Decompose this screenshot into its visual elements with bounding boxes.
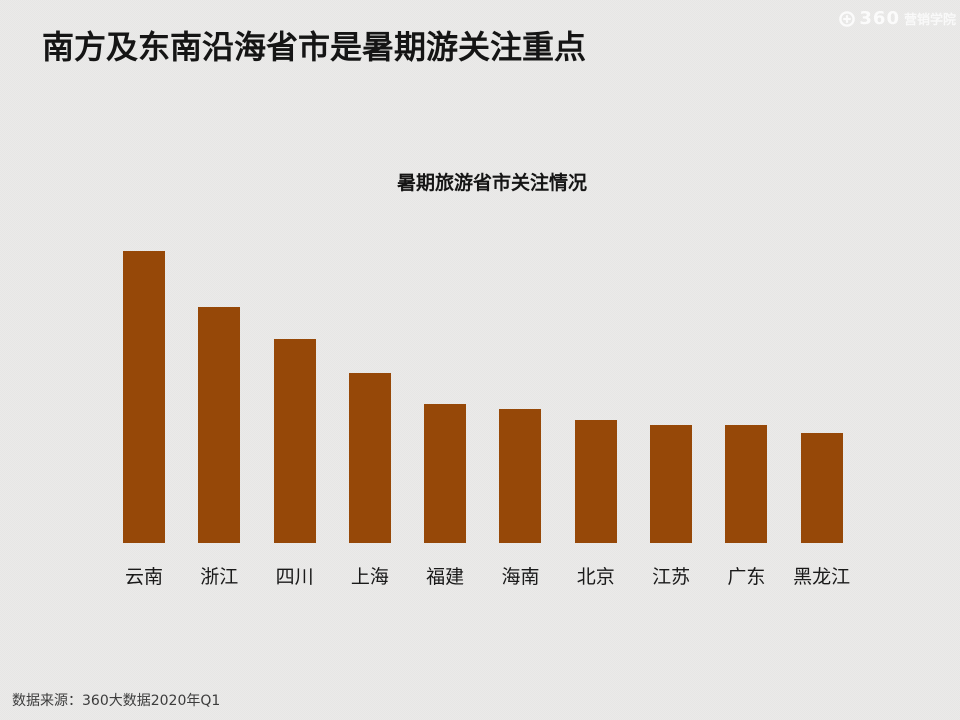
bar-cell: 福建 bbox=[424, 404, 467, 588]
bar bbox=[123, 251, 165, 543]
bar-cell: 北京 bbox=[574, 420, 617, 588]
bar bbox=[650, 425, 693, 543]
bar-label: 北京 bbox=[576, 566, 615, 588]
bar bbox=[499, 409, 542, 543]
bar bbox=[348, 373, 391, 543]
bar-label: 福建 bbox=[426, 566, 465, 588]
bar-cell: 黑龙江 bbox=[793, 433, 850, 588]
bar-cell: 上海 bbox=[348, 373, 391, 588]
bar bbox=[198, 307, 241, 543]
bar bbox=[574, 420, 617, 543]
source-note: 数据来源：360大数据2020年Q1 bbox=[12, 693, 221, 709]
bar-cell: 江苏 bbox=[650, 425, 693, 588]
bar-cell: 浙江 bbox=[198, 307, 241, 588]
bar-label: 海南 bbox=[501, 566, 540, 588]
bar-cell: 广东 bbox=[725, 425, 768, 588]
bar-label: 江苏 bbox=[652, 566, 691, 588]
brand-number: 360 bbox=[859, 8, 900, 29]
bar-cell: 海南 bbox=[499, 409, 542, 588]
slide-title: 南方及东南沿海省市是暑期游关注重点 bbox=[42, 28, 587, 66]
bar-chart: 云南 浙江 四川 上海 福建 海南 北京 江苏 广东 黑龙江 bbox=[123, 251, 850, 588]
bar-label: 浙江 bbox=[200, 566, 239, 588]
circle-plus-icon bbox=[839, 10, 856, 27]
brand-name: 营销学院 bbox=[903, 13, 956, 28]
bar-label: 广东 bbox=[727, 566, 766, 588]
brand-logo: 360 营销学院 bbox=[838, 8, 956, 29]
bar-label: 四川 bbox=[275, 566, 314, 588]
bar bbox=[725, 425, 768, 543]
bar-label: 上海 bbox=[350, 566, 389, 588]
bar-label: 黑龙江 bbox=[793, 566, 851, 588]
chart-title: 暑期旅游省市关注情况 bbox=[396, 172, 587, 194]
bar bbox=[800, 433, 843, 543]
bar-cell: 云南 bbox=[123, 251, 165, 588]
bar bbox=[273, 339, 316, 543]
bar-cell: 四川 bbox=[273, 339, 316, 588]
bar bbox=[424, 404, 467, 543]
bar-label: 云南 bbox=[124, 566, 164, 588]
